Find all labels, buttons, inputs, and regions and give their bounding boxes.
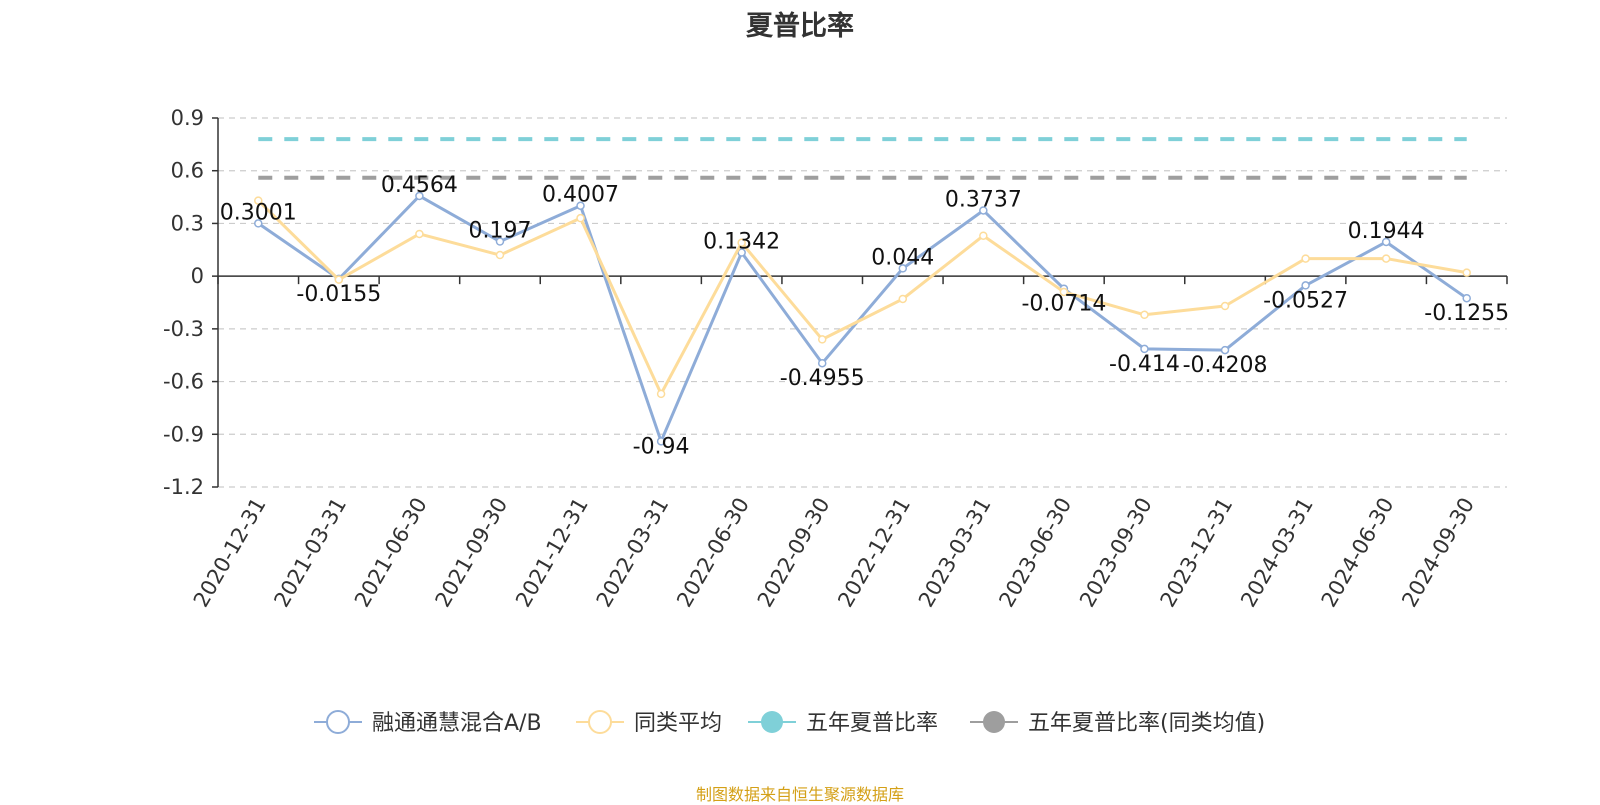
y-tick-label: -0.9 [163,422,204,446]
data-label: 0.044 [871,245,934,270]
x-tick-label: 2022-09-30 [753,494,835,612]
data-label: -0.0527 [1263,288,1348,313]
y-tick-label: 0.3 [171,211,204,235]
x-tick-label: 2022-06-30 [672,494,754,612]
x-tick-label: 2022-12-31 [833,494,915,612]
y-tick-label: -1.2 [163,475,204,499]
data-point-0 [1220,345,1230,355]
data-point-1 [254,196,263,205]
legend-marker [983,711,1005,733]
data-point-0 [495,237,505,246]
legend-marker [588,710,612,734]
y-tick-label: -0.3 [163,317,204,341]
data-point-0 [817,358,827,368]
data-point-1 [1381,254,1391,263]
data-point-1 [495,250,505,260]
data-point-0 [737,248,746,257]
x-tick-label: 2023-09-30 [1075,494,1157,612]
y-tick-label: -0.6 [163,370,204,394]
data-point-0 [1301,281,1310,290]
y-tick-label: 0.6 [171,159,204,183]
legend-marker [326,710,350,734]
y-tick-label: 0 [191,264,204,288]
data-label: -0.4955 [780,366,865,391]
legend: 融通通慧混合A/B 同类平均 五年夏普比率 五年夏普比率(同类均值) [314,710,1265,736]
y-tick-label: 0.9 [171,106,204,130]
data-point-0 [576,201,585,210]
x-tick-label: 2023-12-31 [1156,494,1238,612]
x-tick-label: 2021-06-30 [350,494,432,612]
data-label: -0.414 [1109,352,1180,377]
legend-marker [761,711,783,733]
grid-layer [218,117,1507,488]
data-point-1 [1462,268,1471,277]
source-note: 制图数据来自恒生聚源数据库 [695,785,904,804]
data-label: 0.1342 [703,230,780,255]
data-point-1 [576,213,585,223]
data-label-layer: 0.3001 -0.0155 0.4564 0.197 0.4007 -0.94 0.134… [220,173,1509,459]
data-point-1 [898,294,908,304]
data-point-0 [979,206,988,215]
data-label: 0.1944 [1348,219,1425,244]
legend-label: 五年夏普比率(同类均值) [1028,711,1265,736]
data-point-1 [334,275,344,284]
x-tick-label: 2024-03-31 [1236,494,1318,612]
x-tick-label: 2021-12-31 [511,494,593,612]
series-line-0 [257,194,1468,443]
x-tick-label: 2021-09-30 [430,494,512,612]
x-tick-label: 2023-03-31 [914,494,996,612]
data-point-1 [737,238,746,248]
series-line-1 [257,199,1467,396]
data-label: 0.4564 [381,173,458,198]
legend-label: 融通通慧混合A/B [372,711,542,736]
data-point-0 [415,191,424,201]
data-point-1 [1059,287,1069,297]
data-point-1 [1220,301,1230,311]
x-tick-label: 2024-06-30 [1317,494,1399,612]
chart-title: 夏普比率 [746,11,854,42]
data-label: 0.3737 [945,187,1022,212]
data-point-0 [254,219,263,228]
series-layer [254,137,1471,446]
data-point-1 [817,335,827,344]
data-point-0 [656,437,666,446]
data-point-1 [1301,254,1310,263]
data-label: -0.1255 [1424,301,1509,326]
legend-item: 同类平均 [576,710,722,736]
data-label: 0.3001 [220,200,297,225]
data-label: -0.0155 [296,282,381,307]
legend-label: 同类平均 [634,711,722,736]
data-point-1 [656,389,666,399]
data-point-1 [1140,310,1149,320]
data-point-0 [1381,237,1391,247]
data-label: 0.197 [468,219,531,244]
data-label: -0.4208 [1183,353,1268,378]
data-point-1 [415,229,424,239]
legend-item: 五年夏普比率(同类均值) [970,711,1265,736]
legend-item: 五年夏普比率 [748,711,938,736]
data-label: 0.4007 [542,183,619,208]
data-label: -0.94 [633,434,690,459]
data-label: -0.0714 [1021,292,1106,317]
x-tick-label: 2021-03-31 [269,494,351,612]
x-tick-label: 2024-09-30 [1397,494,1479,612]
data-point-0 [1140,344,1149,354]
data-point-1 [979,231,988,240]
legend-label: 五年夏普比率 [806,711,938,736]
data-point-0 [1462,293,1471,303]
axis-layer: 0.90.60.30-0.3-0.6-0.9-1.22020-12-312021… [163,106,1508,612]
x-tick-label: 2022-03-31 [592,494,674,612]
x-tick-label: 2020-12-31 [189,494,271,612]
legend-item: 融通通慧混合A/B [314,710,542,736]
x-tick-label: 2023-06-30 [994,494,1076,612]
data-point-0 [898,264,908,273]
